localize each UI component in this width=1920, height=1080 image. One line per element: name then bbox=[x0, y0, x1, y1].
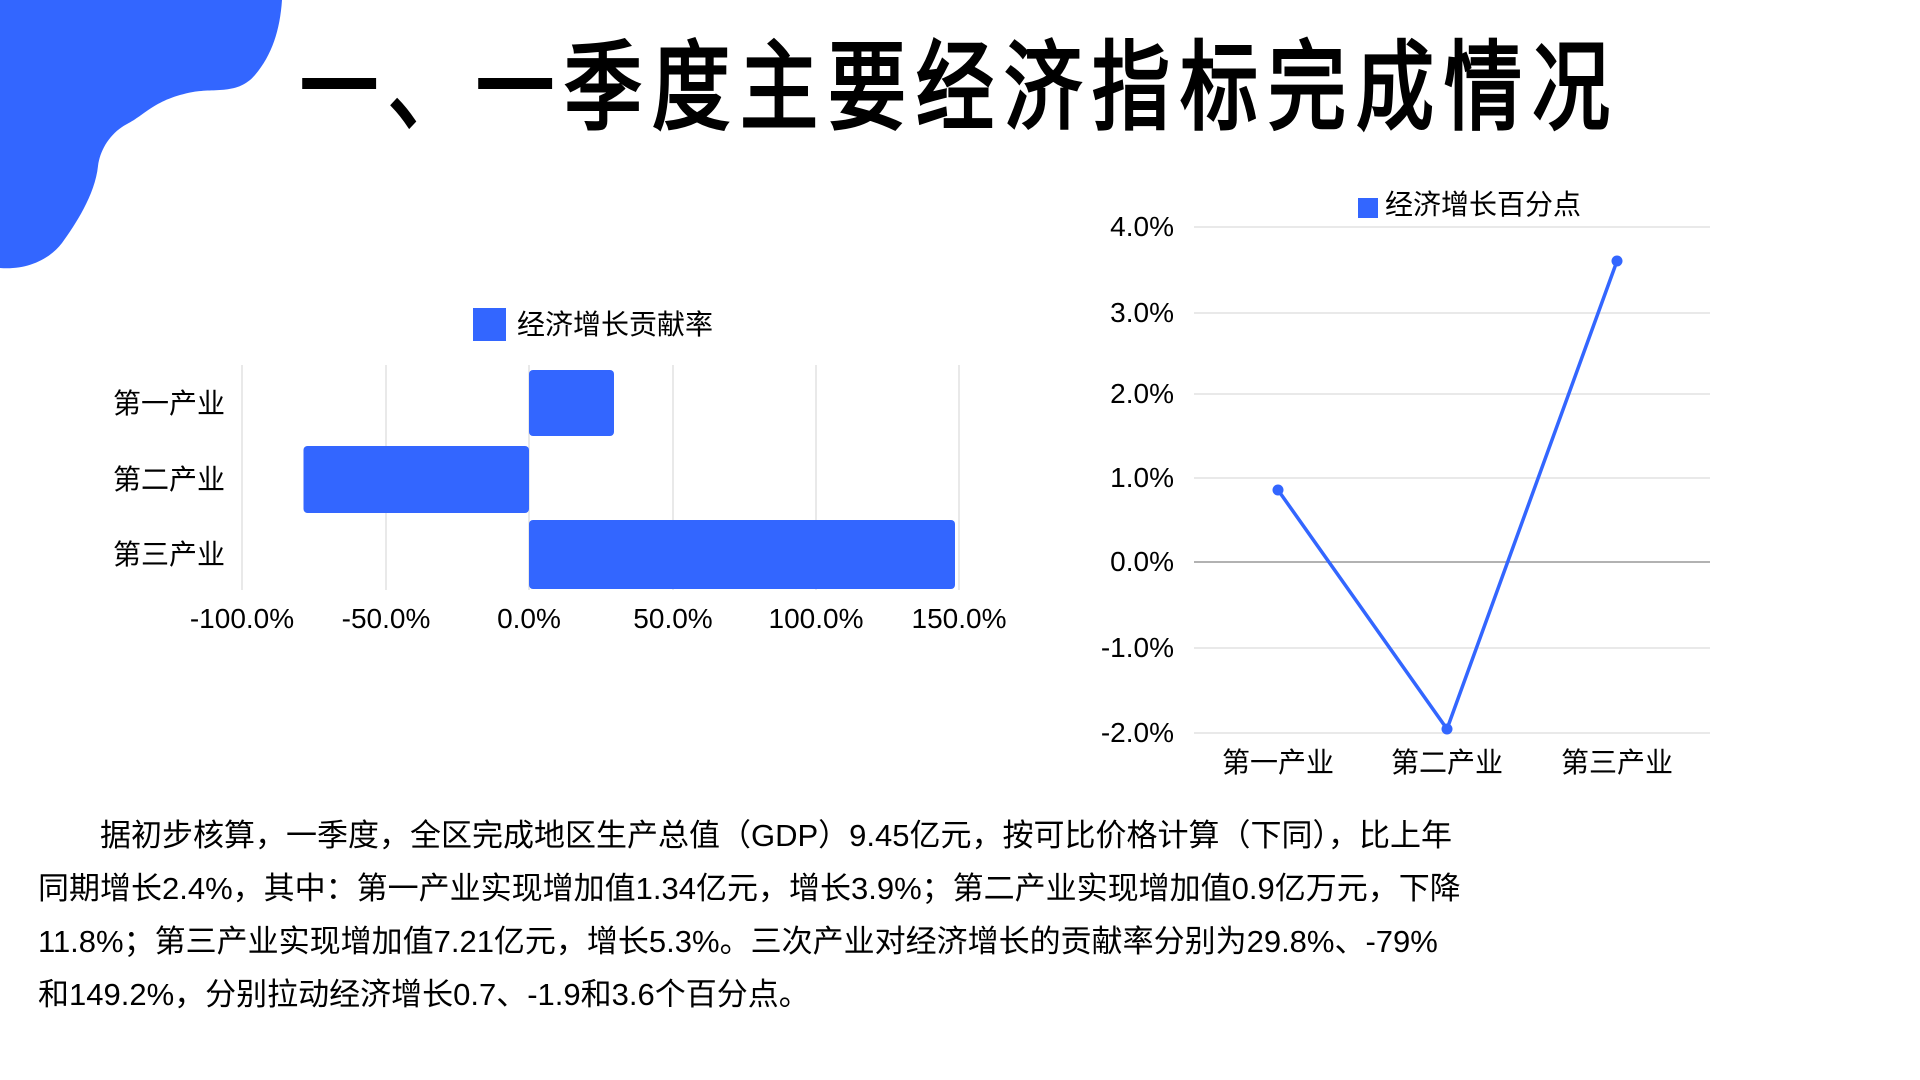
svg-text:经济增长百分点: 经济增长百分点 bbox=[1385, 190, 1581, 220]
svg-text:150.0%: 150.0% bbox=[912, 603, 1007, 634]
svg-text:-1.0%: -1.0% bbox=[1101, 632, 1174, 663]
svg-text:-50.0%: -50.0% bbox=[342, 603, 431, 634]
svg-text:0.0%: 0.0% bbox=[497, 603, 561, 634]
svg-text:50.0%: 50.0% bbox=[633, 603, 712, 634]
svg-text:第一产业: 第一产业 bbox=[113, 388, 225, 419]
svg-text:1.0%: 1.0% bbox=[1110, 462, 1174, 493]
svg-text:第三产业: 第三产业 bbox=[113, 539, 225, 570]
svg-text:2.0%: 2.0% bbox=[1110, 378, 1174, 409]
svg-text:-2.0%: -2.0% bbox=[1101, 717, 1174, 748]
svg-text:第一产业: 第一产业 bbox=[1222, 747, 1334, 778]
svg-text:4.0%: 4.0% bbox=[1110, 211, 1174, 242]
svg-text:0.0%: 0.0% bbox=[1110, 546, 1174, 577]
svg-text:经济增长贡献率: 经济增长贡献率 bbox=[517, 309, 713, 340]
svg-text:第三产业: 第三产业 bbox=[1561, 747, 1673, 778]
svg-text:100.0%: 100.0% bbox=[769, 603, 864, 634]
svg-text:-100.0%: -100.0% bbox=[190, 603, 294, 634]
svg-text:第二产业: 第二产业 bbox=[1391, 747, 1503, 778]
svg-text:3.0%: 3.0% bbox=[1110, 297, 1174, 328]
svg-text:第二产业: 第二产业 bbox=[113, 464, 225, 495]
